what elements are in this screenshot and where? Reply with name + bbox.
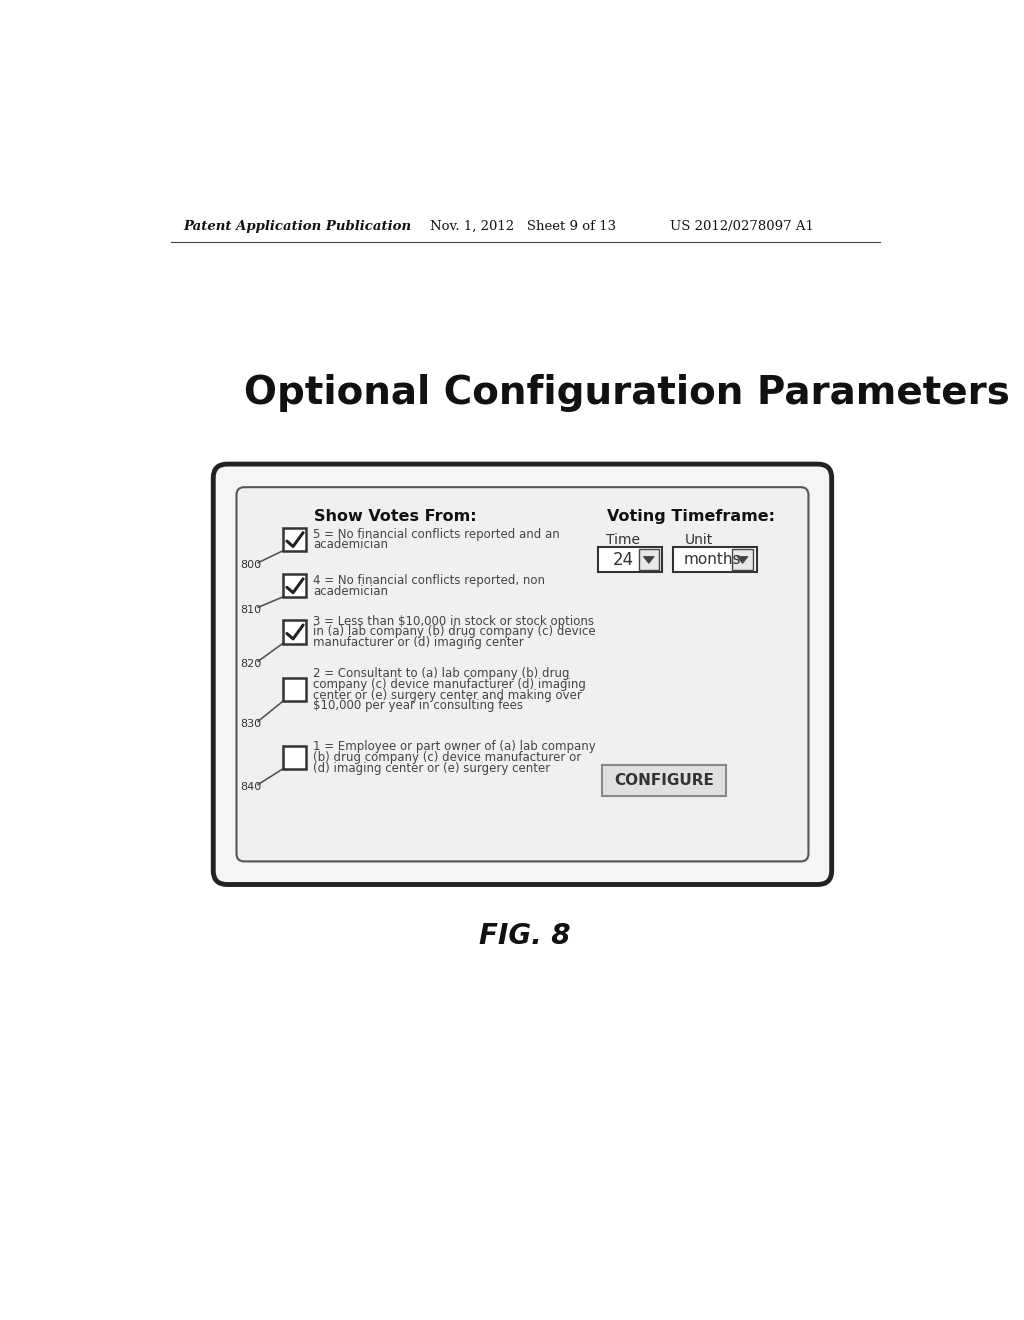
FancyBboxPatch shape <box>283 746 306 770</box>
Text: (b) drug company (c) device manufacturer or: (b) drug company (c) device manufacturer… <box>313 751 582 764</box>
FancyBboxPatch shape <box>598 548 662 572</box>
Text: 24: 24 <box>612 550 634 569</box>
Text: FIG. 8: FIG. 8 <box>479 923 570 950</box>
Text: Optional Configuration Parameters: Optional Configuration Parameters <box>245 375 1010 412</box>
Text: in (a) lab company (b) drug company (c) device: in (a) lab company (b) drug company (c) … <box>313 626 596 639</box>
Text: Nov. 1, 2012   Sheet 9 of 13: Nov. 1, 2012 Sheet 9 of 13 <box>430 219 616 232</box>
Text: 1 = Employee or part owner of (a) lab company: 1 = Employee or part owner of (a) lab co… <box>313 741 596 754</box>
Polygon shape <box>643 557 654 564</box>
Text: 810: 810 <box>240 605 261 615</box>
FancyBboxPatch shape <box>283 574 306 597</box>
FancyBboxPatch shape <box>283 678 306 701</box>
FancyBboxPatch shape <box>213 465 831 884</box>
Text: 4 = No financial conflicts reported, non: 4 = No financial conflicts reported, non <box>313 574 545 587</box>
Text: company (c) device manufacturer (d) imaging: company (c) device manufacturer (d) imag… <box>313 677 586 690</box>
Text: 2 = Consultant to (a) lab company (b) drug: 2 = Consultant to (a) lab company (b) dr… <box>313 667 569 680</box>
Text: CONFIGURE: CONFIGURE <box>614 774 714 788</box>
Text: manufacturer or (d) imaging center: manufacturer or (d) imaging center <box>313 636 524 649</box>
FancyBboxPatch shape <box>602 766 726 796</box>
FancyBboxPatch shape <box>673 548 757 572</box>
Text: $10,000 per year in consulting fees: $10,000 per year in consulting fees <box>313 700 523 713</box>
Text: (d) imaging center or (e) surgery center: (d) imaging center or (e) surgery center <box>313 762 551 775</box>
Text: Show Votes From:: Show Votes From: <box>314 510 476 524</box>
Polygon shape <box>737 557 748 564</box>
Text: center or (e) surgery center and making over: center or (e) surgery center and making … <box>313 689 582 702</box>
Text: Unit: Unit <box>684 532 713 546</box>
Text: academician: academician <box>313 539 388 552</box>
Text: 5 = No financial conflicts reported and an: 5 = No financial conflicts reported and … <box>313 528 560 541</box>
Text: Time: Time <box>606 532 640 546</box>
FancyBboxPatch shape <box>237 487 809 862</box>
Text: Patent Application Publication: Patent Application Publication <box>183 219 412 232</box>
Text: Voting Timeframe:: Voting Timeframe: <box>607 510 775 524</box>
FancyBboxPatch shape <box>283 620 306 644</box>
Text: academician: academician <box>313 585 388 598</box>
Text: US 2012/0278097 A1: US 2012/0278097 A1 <box>671 219 814 232</box>
FancyBboxPatch shape <box>639 549 658 570</box>
Text: 840: 840 <box>240 781 261 792</box>
Text: months: months <box>684 552 741 568</box>
Text: 820: 820 <box>240 659 261 668</box>
Text: 800: 800 <box>240 560 261 570</box>
Text: 3 = Less than $10,000 in stock or stock options: 3 = Less than $10,000 in stock or stock … <box>313 615 594 628</box>
FancyBboxPatch shape <box>283 528 306 552</box>
Text: 830: 830 <box>240 718 261 729</box>
FancyBboxPatch shape <box>732 549 754 570</box>
